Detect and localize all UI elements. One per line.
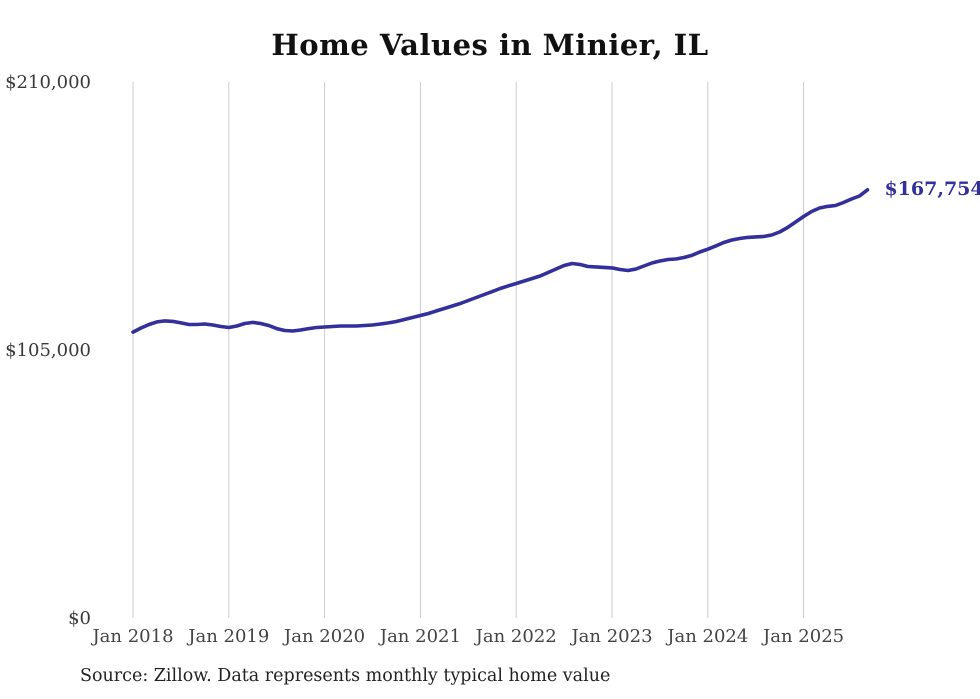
home-value-line xyxy=(131,188,870,334)
y-tick-label: $210,000 xyxy=(5,72,91,93)
x-tick-label: Jan 2019 xyxy=(186,626,269,647)
x-tick-label: Jan 2021 xyxy=(378,626,461,647)
x-tick-label: Jan 2025 xyxy=(761,626,844,647)
x-tick-label: Jan 2024 xyxy=(665,626,748,647)
chart-title: Home Values in Minier, IL xyxy=(271,28,709,62)
y-axis-labels: $0 $105,000 $210,000 xyxy=(5,72,91,629)
source-note: Source: Zillow. Data represents monthly … xyxy=(80,666,611,686)
x-tick-label: Jan 2018 xyxy=(90,626,173,647)
x-tick-label: Jan 2023 xyxy=(569,626,652,647)
y-tick-label: $0 xyxy=(68,608,91,629)
x-axis-labels: Jan 2018 Jan 2019 Jan 2020 Jan 2021 Jan 2022… xyxy=(90,626,844,647)
y-tick-label: $105,000 xyxy=(5,340,91,361)
x-tick-label: Jan 2020 xyxy=(282,626,365,647)
current-value-label: $167,754 xyxy=(884,178,980,200)
gridlines xyxy=(132,82,805,618)
x-tick-label: Jan 2022 xyxy=(474,626,557,647)
